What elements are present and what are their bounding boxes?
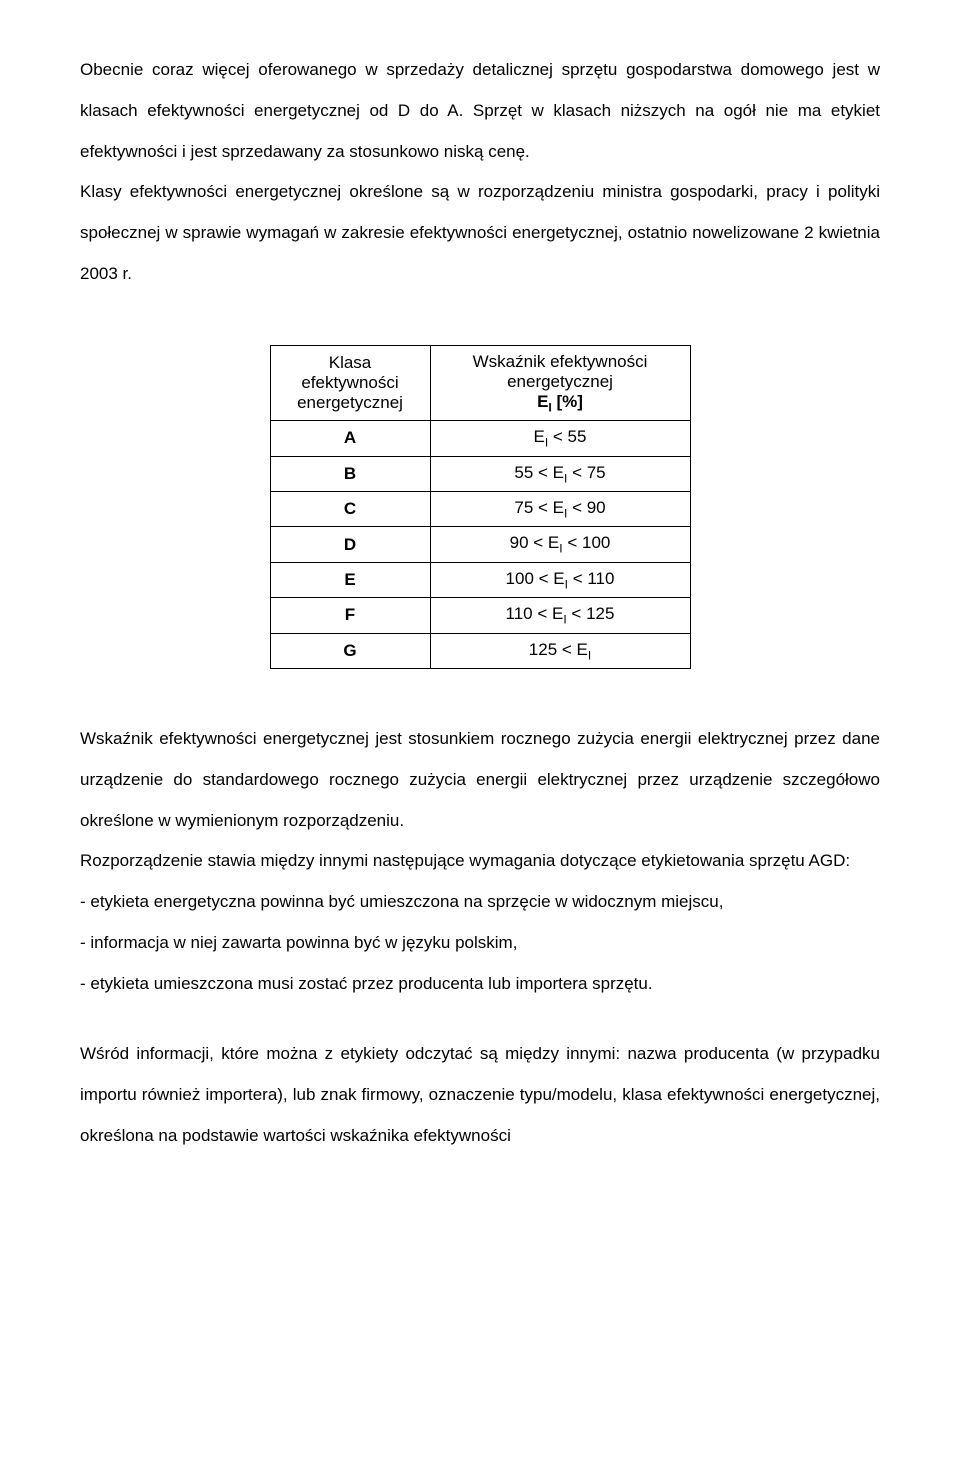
efficiency-range-cell: 110 < EI < 125 (430, 598, 690, 633)
efficiency-range-cell: 75 < EI < 90 (430, 491, 690, 526)
efficiency-class-cell: G (270, 633, 430, 668)
header-left-line2: efektywności (301, 373, 398, 392)
table-row: AEI < 55 (270, 421, 690, 456)
table-row: E100 < EI < 110 (270, 562, 690, 597)
efficiency-class-cell: A (270, 421, 430, 456)
table-row: G125 < EI (270, 633, 690, 668)
efficiency-range-cell: 90 < EI < 100 (430, 527, 690, 562)
range-symbol: E (553, 569, 564, 588)
efficiency-class-cell: C (270, 491, 430, 526)
efficiency-class-cell: F (270, 598, 430, 633)
table-row: B55 < EI < 75 (270, 456, 690, 491)
header-right-line1: Wskaźnik efektywności (473, 352, 648, 371)
range-symbol: E (553, 463, 564, 482)
table-row: C75 < EI < 90 (270, 491, 690, 526)
paragraph-requirements-intro: Rozporządzenie stawia między innymi nast… (80, 841, 880, 882)
table-row: F110 < EI < 125 (270, 598, 690, 633)
requirement-item-3: - etykieta umieszczona musi zostać przez… (80, 964, 880, 1005)
range-suffix: < 110 (568, 569, 614, 588)
range-prefix: 125 < (529, 640, 577, 659)
range-subscript: I (588, 648, 591, 662)
spacer (80, 1004, 880, 1034)
range-suffix: < 90 (567, 498, 605, 517)
requirement-item-1: - etykieta energetyczna powinna być umie… (80, 882, 880, 923)
efficiency-range-cell: 55 < EI < 75 (430, 456, 690, 491)
table-header-indicator: Wskaźnik efektywności energetycznej EI [… (430, 345, 690, 420)
table-row: D90 < EI < 100 (270, 527, 690, 562)
efficiency-range-cell: EI < 55 (430, 421, 690, 456)
requirement-item-2: - informacja w niej zawarta powinna być … (80, 923, 880, 964)
table-header-class: Klasa efektywności energetycznej (270, 345, 430, 420)
paragraph-label-info: Wśród informacji, które można z etykiety… (80, 1034, 880, 1156)
range-suffix: < 55 (548, 427, 586, 446)
header-right-line2: energetycznej (507, 372, 613, 391)
range-prefix: 100 < (506, 569, 554, 588)
range-suffix: < 100 (563, 533, 611, 552)
efficiency-table: Klasa efektywności energetycznej Wskaźni… (270, 345, 691, 669)
efficiency-table-wrapper: Klasa efektywności energetycznej Wskaźni… (80, 345, 880, 669)
range-prefix: 75 < (514, 498, 552, 517)
efficiency-range-cell: 100 < EI < 110 (430, 562, 690, 597)
range-symbol: E (552, 604, 563, 623)
efficiency-class-cell: E (270, 562, 430, 597)
range-symbol: E (534, 427, 545, 446)
range-symbol: E (553, 498, 564, 517)
efficiency-class-cell: B (270, 456, 430, 491)
range-symbol: E (577, 640, 588, 659)
paragraph-indicator-def: Wskaźnik efektywności energetycznej jest… (80, 719, 880, 841)
paragraph-intro: Obecnie coraz więcej oferowanego w sprze… (80, 50, 880, 172)
header-right-suffix: [%] (552, 392, 583, 411)
range-prefix: 55 < (514, 463, 552, 482)
header-left-line3: energetycznej (297, 393, 403, 412)
range-suffix: < 125 (567, 604, 615, 623)
range-prefix: 110 < (506, 604, 552, 623)
header-left-line1: Klasa (329, 353, 372, 372)
range-prefix: 90 < (510, 533, 548, 552)
range-symbol: E (548, 533, 559, 552)
header-right-e: E (537, 392, 548, 411)
efficiency-class-cell: D (270, 527, 430, 562)
paragraph-regulation: Klasy efektywności energetycznej określo… (80, 172, 880, 294)
range-suffix: < 75 (567, 463, 605, 482)
efficiency-range-cell: 125 < EI (430, 633, 690, 668)
